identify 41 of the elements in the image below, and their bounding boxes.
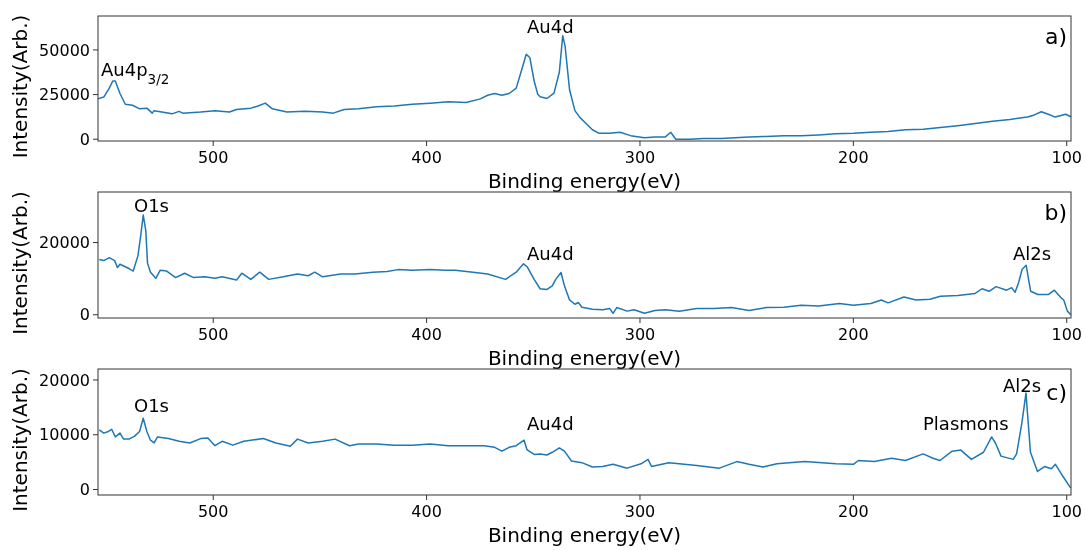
annotation: b)	[1044, 200, 1067, 225]
annotation: Al2s	[1013, 243, 1052, 264]
annotation: Au4d	[527, 16, 574, 37]
y-tick-label: 10000	[39, 425, 90, 445]
x-axis-title: Binding energy(eV)	[487, 523, 682, 547]
y-axis-title: Intensity(Arb.)	[8, 14, 32, 159]
x-tick-label: 100	[1051, 325, 1083, 344]
x-tick-label: 500	[197, 502, 229, 521]
annotation: O1s	[134, 395, 169, 416]
x-axis-title: Binding energy(eV)	[487, 346, 682, 370]
y-tick-label: 50000	[39, 40, 90, 60]
y-tick-label: 0	[79, 480, 90, 500]
y-tick-label: 0	[79, 129, 90, 149]
y-tick-label: 20000	[39, 370, 90, 390]
annotation: Al2s	[1003, 375, 1042, 396]
annotation: Au4d	[527, 243, 574, 264]
x-tick-label: 300	[624, 148, 656, 167]
x-tick-label: 400	[411, 148, 442, 167]
x-tick-label: 100	[1051, 148, 1083, 167]
x-tick-label: 200	[838, 148, 869, 167]
annotation: a)	[1044, 24, 1067, 49]
annotation: Plasmons	[923, 413, 1009, 434]
x-tick-label: 400	[411, 502, 442, 521]
x-tick-label: 200	[838, 502, 869, 521]
x-axis-title: Binding energy(eV)	[487, 169, 682, 193]
y-axis-title: Intensity(Arb.)	[8, 368, 32, 512]
annotation: O1s	[134, 195, 169, 216]
annotation: c)	[1046, 380, 1067, 405]
x-tick-label: 200	[838, 325, 869, 344]
x-tick-label: 100	[1051, 502, 1083, 521]
y-axis-title: Intensity(Arb.)	[8, 191, 32, 335]
x-tick-label: 500	[197, 148, 229, 167]
x-tick-label: 300	[624, 502, 656, 521]
annotation: Au4d	[527, 413, 574, 434]
y-tick-label: 0	[79, 305, 90, 325]
x-tick-label: 500	[197, 325, 229, 344]
y-tick-label: 25000	[39, 85, 90, 105]
x-tick-label: 300	[624, 325, 656, 344]
y-tick-label: 20000	[39, 233, 90, 253]
annotation: Au4p$_{3/2}$	[101, 59, 170, 87]
x-tick-label: 400	[411, 325, 442, 344]
